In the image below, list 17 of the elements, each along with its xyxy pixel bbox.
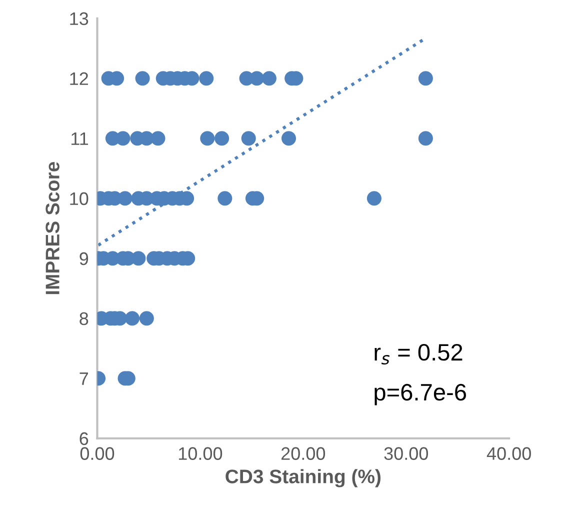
y-tick-label: 10: [70, 192, 88, 206]
x-tick-label: 10.00: [178, 447, 222, 460]
x-tick-label: 0.00: [80, 447, 114, 460]
x-tick-label: 30.00: [384, 447, 428, 460]
x-tick-label: 20.00: [281, 447, 326, 460]
y-axis-title: IMPRES Score: [46, 162, 60, 294]
y-tick-label: 12: [70, 72, 88, 85]
y-tick-label: 8: [80, 312, 88, 326]
y-tick-label: 9: [80, 252, 88, 266]
y-tick-label: 13: [70, 12, 88, 26]
annotation: p=6.7e-6: [374, 384, 466, 406]
y-tick-label: 7: [80, 372, 88, 385]
x-tick-label: 40.00: [486, 447, 531, 460]
y-tick-label: 6: [80, 432, 88, 446]
y-tick-label: 11: [72, 132, 88, 145]
annotation: r$_{s}$ = 0.52: [374, 344, 462, 365]
x-axis-title: CD3 Staining (%): [226, 469, 381, 488]
